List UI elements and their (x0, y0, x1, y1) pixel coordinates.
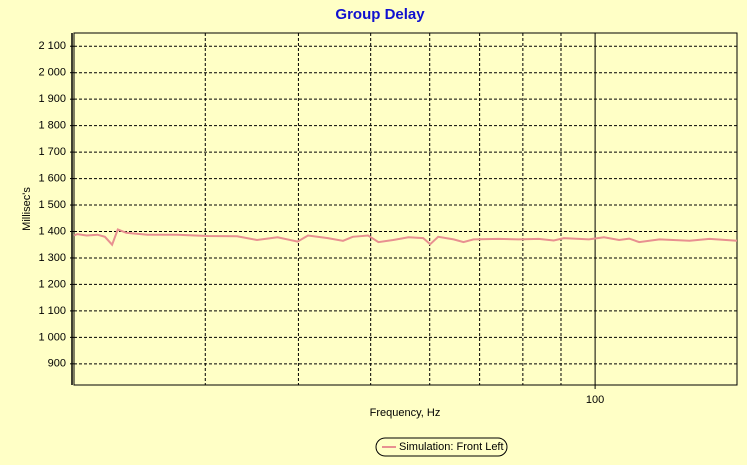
y-tick-label: 1 500 (38, 199, 66, 211)
y-tick-label: 1 200 (38, 278, 66, 290)
y-axis-label: Millisec's (21, 187, 33, 231)
y-tick-label: 1 900 (38, 93, 66, 105)
x-tick-label: 100 (586, 394, 604, 406)
plot-area (73, 32, 738, 386)
y-tick-label: 2 100 (38, 40, 66, 52)
legend-label: Simulation: Front Left (399, 441, 504, 453)
chart-title: Group Delay (335, 6, 425, 23)
y-tick-label: 1 800 (38, 120, 66, 132)
y-tick-label: 1 300 (38, 252, 66, 264)
y-tick-label: 2 000 (38, 67, 66, 79)
y-tick-label: 1 400 (38, 225, 66, 237)
data-line (73, 228, 738, 247)
x-axis-label: Frequency, Hz (370, 407, 441, 419)
y-tick-label: 1 600 (38, 172, 66, 184)
y-tick-label: 900 (48, 358, 66, 370)
legend-box (375, 437, 508, 457)
y-tick-label: 1 700 (38, 146, 66, 158)
y-tick-label: 1 000 (38, 331, 66, 343)
y-tick-label: 1 100 (38, 305, 66, 317)
